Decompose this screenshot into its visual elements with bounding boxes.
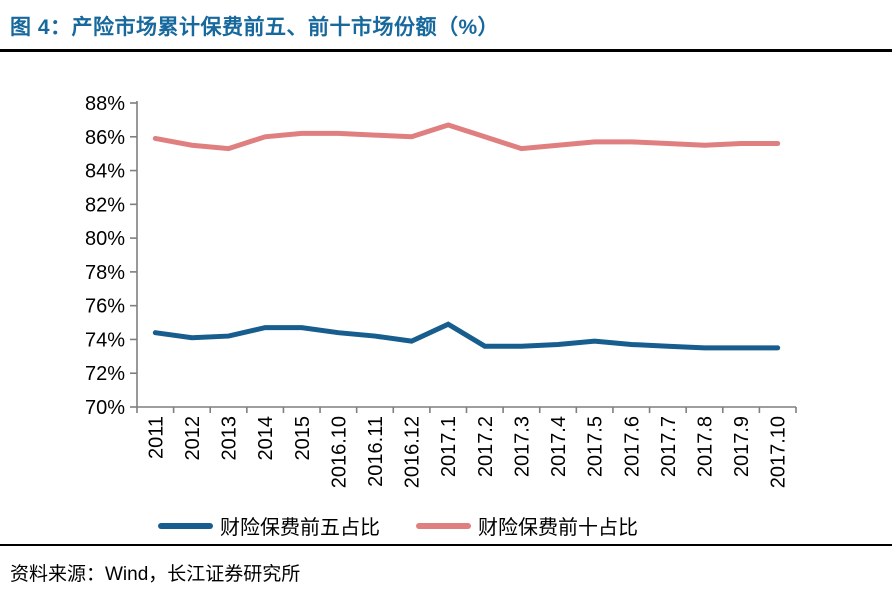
legend-label-top10: 财险保费前十占比 <box>478 517 638 539</box>
y-tick-label: 86% <box>85 127 125 149</box>
x-tick-label: 2017.5 <box>585 416 607 477</box>
x-tick-label: 2016.11 <box>365 416 387 487</box>
series-line-top5 <box>152 321 781 351</box>
footer-divider <box>0 544 892 546</box>
legend-item-top10: 财险保费前十占比 <box>416 511 638 540</box>
x-tick-label: 2015 <box>292 416 314 461</box>
y-tick-label: 80% <box>85 228 125 250</box>
x-tick-label: 2017.9 <box>731 416 753 477</box>
series-line-top10 <box>152 122 781 152</box>
x-tick-label: 2017.1 <box>438 416 460 477</box>
figure-title: 图 4：产险市场累计保费前五、前十市场份额（%） <box>10 16 500 39</box>
y-tick-label: 88% <box>85 93 125 115</box>
y-tick-label: 76% <box>85 296 125 318</box>
x-tick-label: 2017.4 <box>548 416 570 477</box>
x-tick-label: 2011 <box>145 416 167 459</box>
x-tick-label: 2017.3 <box>511 416 533 477</box>
x-tick-label: 2017.8 <box>694 416 716 477</box>
source-note: 资料来源：Wind，长江证券研究所 <box>10 564 301 585</box>
title-divider <box>0 49 892 52</box>
chart-legend: 财险保费前五占比 财险保费前十占比 <box>158 511 638 540</box>
legend-label-top5: 财险保费前五占比 <box>220 517 380 539</box>
x-tick-label: 2017.7 <box>658 416 680 477</box>
x-tick-label: 2017.10 <box>768 416 790 488</box>
y-tick-label: 84% <box>85 161 125 183</box>
y-tick-label: 78% <box>85 262 125 284</box>
legend-swatch-top10 <box>416 522 471 529</box>
x-tick-label: 2014 <box>255 416 277 461</box>
legend-item-top5: 财险保费前五占比 <box>158 511 380 540</box>
y-tick-label: 74% <box>85 329 125 351</box>
y-tick-label: 82% <box>85 194 125 216</box>
x-tick-label: 2016.10 <box>328 416 350 488</box>
x-tick-label: 2016.12 <box>402 416 424 488</box>
x-tick-label: 2017.6 <box>621 416 643 477</box>
y-tick-label: 72% <box>85 363 125 385</box>
legend-swatch-top5 <box>158 522 213 529</box>
y-tick-label: 70% <box>85 397 125 419</box>
x-tick-label: 2012 <box>182 416 204 461</box>
x-tick-label: 2017.2 <box>475 416 497 477</box>
x-tick-label: 2013 <box>219 416 241 461</box>
